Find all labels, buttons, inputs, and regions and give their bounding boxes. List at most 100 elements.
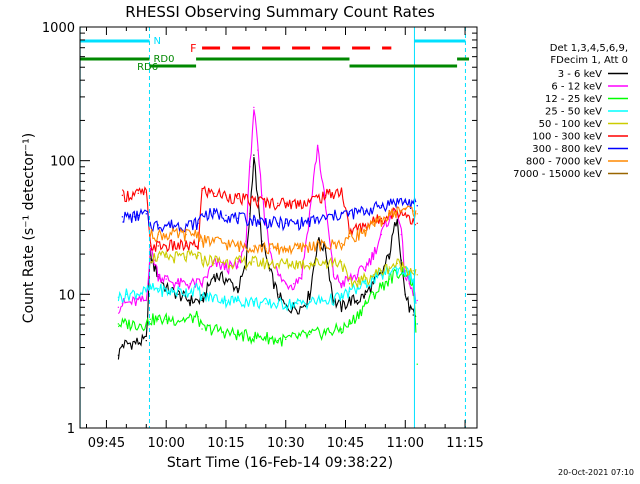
data-point: [404, 201, 406, 203]
data-point: [117, 323, 120, 325]
data-point: [225, 278, 227, 280]
data-point: [412, 210, 414, 212]
data-point: [277, 202, 279, 204]
y-tick-label: 10: [58, 288, 75, 303]
data-point: [177, 283, 179, 285]
data-point: [412, 314, 414, 316]
data-point: [249, 213, 251, 215]
data-point: [293, 283, 295, 285]
data-point: [125, 293, 128, 296]
data-point: [364, 229, 367, 232]
x-tick-label: 10:30: [267, 436, 304, 451]
y-tick-label: 1000: [42, 21, 75, 36]
data-point: [348, 213, 351, 215]
data-point: [372, 253, 375, 255]
data-point: [237, 217, 239, 220]
data-point: [253, 261, 255, 263]
data-point: [225, 266, 227, 268]
data-point: [285, 262, 287, 265]
data-point: [197, 288, 199, 290]
data-point: [396, 210, 399, 212]
data-point: [185, 256, 187, 258]
data-point: [396, 200, 399, 202]
data-point: [213, 274, 215, 276]
data-point: [149, 256, 151, 258]
legend-header: FDecim 1, Att 0: [550, 55, 628, 66]
data-point: [225, 194, 227, 197]
data-point: [157, 288, 159, 290]
data-point: [277, 339, 279, 342]
data-point: [308, 333, 311, 336]
legend-entry-label: 3 - 6 keV: [558, 69, 602, 80]
data-point: [201, 296, 203, 299]
data-point: [277, 222, 279, 224]
legend-entry-label: 800 - 7000 keV: [526, 157, 602, 168]
data-point: [364, 266, 367, 268]
data-point: [348, 235, 351, 238]
data-point: [145, 213, 147, 215]
data-point: [380, 233, 383, 236]
data-point: [404, 293, 406, 296]
data-point: [277, 262, 279, 265]
data-point: [400, 259, 402, 261]
data-point: [388, 266, 391, 268]
data-point: [340, 296, 343, 299]
data-point: [121, 216, 124, 218]
x-axis-label: Start Time (16-Feb-14 09:38:22): [167, 455, 393, 471]
data-point: [340, 306, 343, 308]
data-point: [324, 245, 327, 247]
data-point: [416, 363, 418, 365]
data-point: [265, 201, 267, 203]
data-point: [364, 224, 367, 226]
data-point: [388, 202, 391, 204]
data-point: [356, 227, 359, 230]
data-point: [197, 254, 199, 257]
data-point: [356, 299, 359, 302]
data-point: [372, 278, 375, 280]
data-point: [185, 245, 187, 247]
data-point: [340, 261, 343, 263]
data-point: [265, 220, 267, 223]
data-point: [117, 354, 120, 356]
data-point: [308, 245, 311, 247]
data-point: [253, 154, 255, 156]
data-point: [265, 247, 267, 250]
data-point: [133, 193, 136, 196]
data-point: [308, 293, 311, 296]
data-point: [145, 299, 147, 302]
data-point: [412, 219, 414, 221]
chart-axes: 1 10 100 1000 09:45 10:00 10:15 10:30 10:45 11:00…: [42, 21, 484, 451]
data-point: [364, 210, 367, 212]
data-point: [237, 261, 239, 263]
legend-entry-label: 7000 - 15000 keV: [513, 169, 602, 180]
data-point: [324, 247, 327, 250]
data-point: [265, 262, 267, 265]
data-point: [372, 274, 375, 276]
x-tick-label: 10:45: [327, 436, 364, 451]
data-point: [372, 293, 375, 296]
series-line: [149, 249, 417, 289]
data-point: [185, 233, 187, 236]
data-point: [165, 318, 167, 321]
data-point: [165, 278, 167, 280]
data-point: [380, 270, 383, 272]
data-point: [285, 247, 287, 250]
data-point: [348, 290, 351, 293]
data-point: [213, 240, 215, 242]
footer-date: 20-Oct-2021 07:10: [558, 468, 634, 477]
data-point: [340, 242, 343, 245]
data-point: [388, 214, 391, 217]
data-point: [356, 314, 359, 316]
data-point: [153, 266, 155, 268]
x-tick-label: 11:00: [387, 436, 424, 451]
data-point: [225, 331, 227, 333]
data-point: [225, 242, 227, 245]
legend-entry-label: 25 - 50 keV: [545, 107, 602, 118]
data-point: [364, 293, 367, 296]
chart-marks: [117, 106, 418, 365]
data-point: [237, 333, 239, 336]
data-point: [177, 293, 179, 296]
y-axis-label: Count Rate (s⁻¹ detector⁻¹): [21, 133, 37, 323]
data-point: [253, 106, 255, 109]
